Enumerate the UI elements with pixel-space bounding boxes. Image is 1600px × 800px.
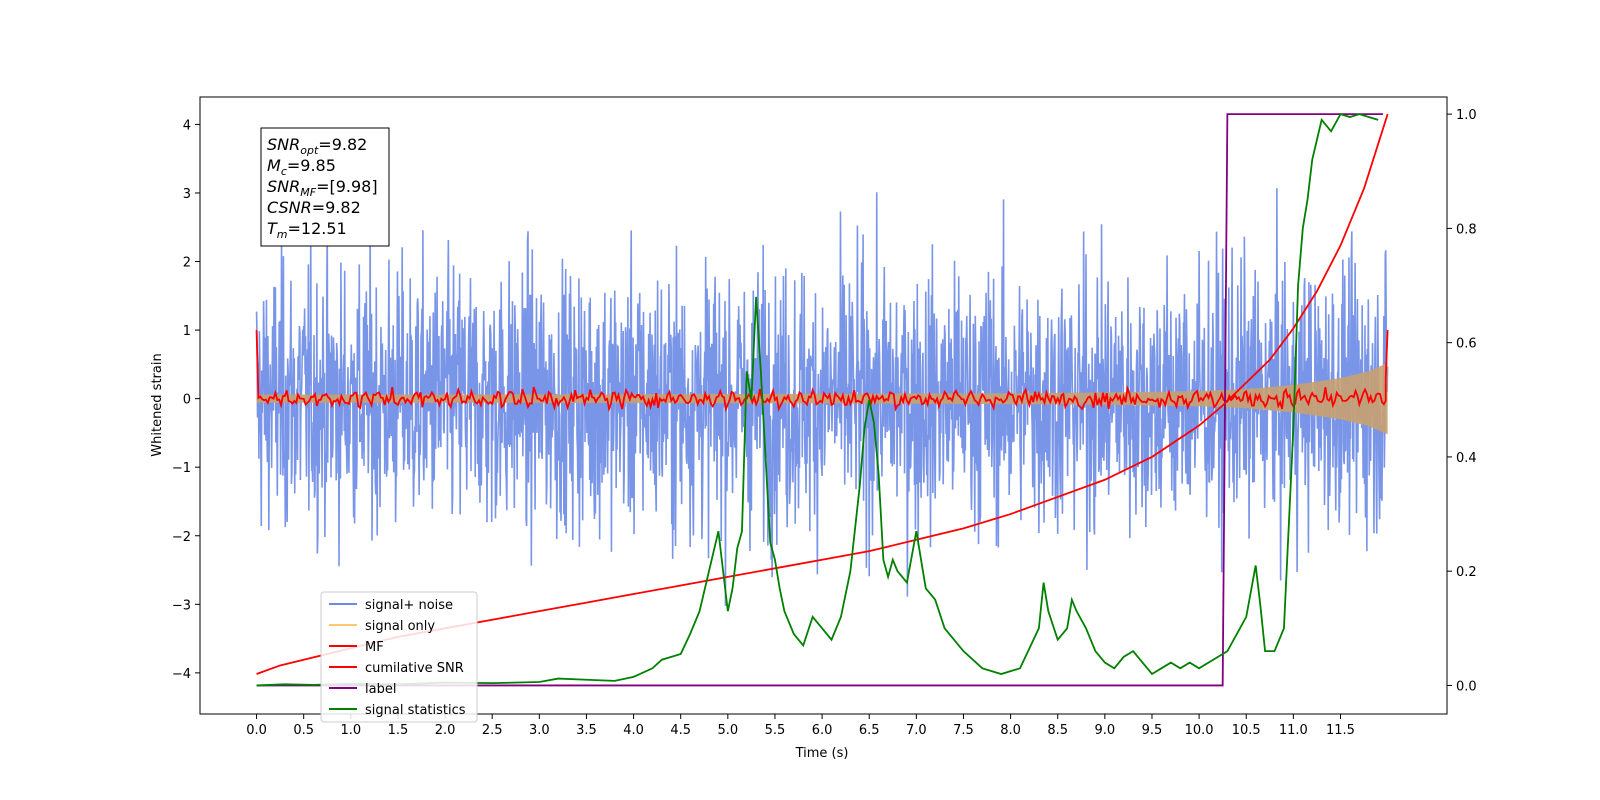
x-tick-label: 9.5 [1142,723,1163,738]
x-tick-label: 10.5 [1232,723,1261,738]
stat-symbol: T [267,219,278,238]
y-right-tick-label: 0.4 [1456,451,1477,466]
mf-line [255,330,1389,413]
x-tick-label: 11.0 [1279,723,1308,738]
stat-symbol: SNR [267,177,300,196]
x-tick-label: 0.0 [246,723,267,738]
plot-frame [199,96,1448,715]
x-tick-label: 5.0 [717,723,738,738]
stat-value: =9.82 [312,198,361,217]
x-tick-label: 9.0 [1095,723,1116,738]
stat-line: SNRopt=9.82 [267,135,367,157]
x-tick-label: 3.5 [576,723,597,738]
legend-label: cumilative SNR [365,661,464,676]
x-tick-label: 8.0 [1000,723,1021,738]
x-tick-label: 4.5 [670,723,691,738]
x-tick-label: 4.0 [623,723,644,738]
stat-value: =9.82 [318,135,367,154]
y-right-tick-label: 0.6 [1456,337,1477,352]
x-tick-label: 1.0 [340,723,361,738]
x-tick-label: 10.0 [1185,723,1214,738]
y-right-tick-label: 1.0 [1456,108,1477,123]
y-tick-label: −4 [172,667,191,682]
x-tick-label: 2.5 [482,723,503,738]
x-tick-label: 8.5 [1047,723,1068,738]
stat-subscript: opt [300,144,319,157]
legend-label: MF [365,640,384,655]
legend-label: signal statistics [365,703,466,718]
legend-label: signal only [365,619,435,634]
stat-subscript: c [281,165,287,178]
stat-line: CSNR=9.82 [267,198,361,217]
x-tick-label: 6.5 [859,723,880,738]
legend-frame [320,591,478,723]
stats-box-frame [260,127,390,247]
y-right-tick-label: 0.0 [1456,679,1477,694]
stat-symbol: CSNR [267,198,312,217]
y-tick-label: 1 [183,324,191,339]
x-tick-label: 1.5 [388,723,409,738]
x-tick-label: 6.0 [812,723,833,738]
stat-value: =9.85 [287,156,336,175]
noise-layer [255,188,1389,607]
x-tick-label: 3.0 [529,723,550,738]
y-tick-label: −1 [172,461,191,476]
y-tick-label: 4 [183,118,191,133]
y-axis-right: 1.0 0.8 0.6 0.4 0.2 0.0 [1447,108,1477,694]
stat-subscript: m [277,228,288,241]
y-tick-label: 3 [183,187,191,202]
stat-value: =12.51 [288,219,347,238]
y-right-tick-label: 0.2 [1456,565,1477,580]
stat-symbol: SNR [267,135,300,154]
y-axis-left: 4 3 2 1 0 −1 −2 −3 −4 [172,118,200,682]
legend: signal+ noise signal only MF cumilative SNR… [320,591,478,723]
y-tick-label: −2 [172,530,191,545]
x-tick-label: 2.0 [435,723,456,738]
signal-statistics-line [256,113,1379,687]
x-tick-label: 0.5 [293,723,314,738]
label-line [256,113,1383,687]
stat-line: SNRMF=[9.98] [267,177,378,199]
stat-line: Tm=12.51 [267,219,347,241]
stat-value: =[9.98] [316,177,378,196]
x-axis-label: Time (s) [795,746,849,761]
y-tick-label: −3 [172,598,191,613]
x-tick-label: 5.5 [765,723,786,738]
signal-noise-line [255,188,1389,607]
x-tick-label: 11.5 [1326,723,1355,738]
legend-label: signal+ noise [365,598,453,613]
x-tick-label: 7.0 [906,723,927,738]
stat-line: Mc=9.85 [267,156,336,178]
y-axis-label: Whitened strain [150,353,165,456]
y-tick-label: 0 [183,393,191,408]
x-axis: 0.0 0.5 1.0 1.5 2.0 2.5 3.0 3.5 4.0 4.5 5.0 5.5 6.0 6… [246,714,1355,738]
stat-subscript: MF [300,186,316,199]
y-tick-label: 2 [183,256,191,271]
stats-annotation-box: SNRopt=9.82Mc=9.85SNRMF=[9.98]CSNR=9.82T… [260,127,390,247]
legend-label: label [365,682,396,697]
x-tick-label: 7.5 [953,723,974,738]
y-right-tick-label: 0.8 [1456,222,1477,237]
mf-layer [255,330,1389,413]
stat-symbol: M [267,156,281,175]
